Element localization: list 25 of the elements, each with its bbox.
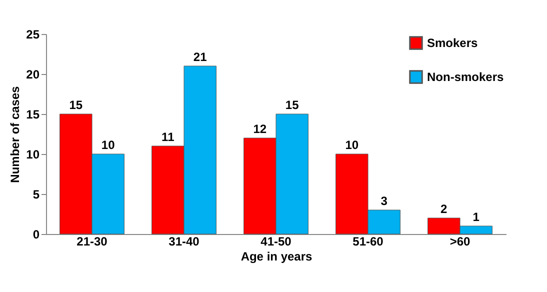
y-tick-label: 5 xyxy=(32,188,40,202)
data-label: 10 xyxy=(345,138,359,152)
x-tick-label: >60 xyxy=(450,234,470,248)
y-tick-label: 25 xyxy=(26,28,40,42)
data-label: 3 xyxy=(380,194,388,208)
y-axis-title: Number of cases xyxy=(8,86,22,183)
data-label: 15 xyxy=(285,98,300,112)
data-label: 11 xyxy=(162,130,175,144)
data-label: 10 xyxy=(101,138,116,152)
x-tick-label: 21-30 xyxy=(76,234,108,248)
x-tick-label: 51-60 xyxy=(352,234,384,248)
x-tick-label: 41-50 xyxy=(260,234,292,248)
y-tick-label: 20 xyxy=(26,68,40,82)
legend-label: Smokers xyxy=(427,36,478,50)
legend-label: Non-smokers xyxy=(427,70,504,84)
y-tick-label: 15 xyxy=(26,108,40,122)
data-label: 15 xyxy=(69,98,83,112)
data-label: 2 xyxy=(440,202,448,216)
y-tick-label: 10 xyxy=(26,148,40,162)
data-label: 12 xyxy=(253,122,267,136)
data-label: 21 xyxy=(193,50,208,64)
x-tick-label: 31-40 xyxy=(168,234,200,248)
y-tick-label: 0 xyxy=(32,228,40,242)
x-axis-title: Age in years xyxy=(240,250,313,264)
data-label: 1 xyxy=(472,210,480,224)
